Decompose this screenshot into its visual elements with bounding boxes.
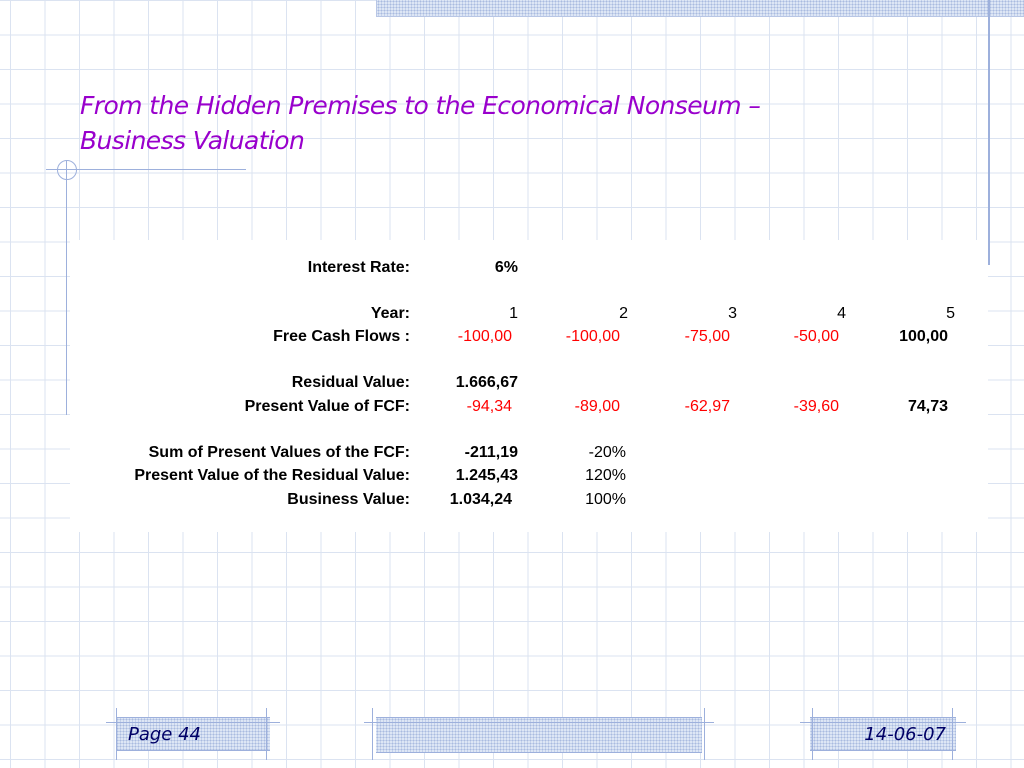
pv-fcf-value-1: -94,34 (466, 398, 512, 415)
slide-title: From the Hidden Premises to the Economic… (80, 88, 840, 158)
business-value-label: Business Value: (287, 491, 410, 508)
title-circle-ornament (57, 160, 77, 180)
sum-pv-fcf-percent: -20% (588, 444, 626, 461)
fcf-value-5: 100,00 (899, 328, 948, 345)
page-number: Page 44 (128, 724, 202, 745)
left-accent-line (66, 160, 67, 415)
year-value-4: 4 (837, 305, 846, 322)
pv-residual-label: Present Value of the Residual Value: (134, 467, 410, 484)
footer-line-right-1 (812, 708, 813, 760)
sum-pv-fcf-value: -211,19 (464, 444, 518, 461)
residual-value-label: Residual Value: (291, 374, 410, 391)
business-value: 1.034,24 (449, 491, 512, 508)
slide-date: 14-06-07 (864, 724, 946, 745)
footer-hline-mid (364, 722, 714, 723)
interest-rate-label: Interest Rate: (307, 259, 410, 276)
pv-fcf-value-2: -89,00 (574, 398, 620, 415)
business-value-percent: 100% (585, 491, 626, 508)
pv-fcf-value-5: 74,73 (907, 398, 948, 415)
year-value-3: 3 (728, 305, 737, 322)
interest-rate-value: 6% (494, 259, 518, 276)
pv-residual-percent: 120% (585, 467, 626, 484)
footer-hline-left (106, 722, 280, 723)
footer-line-left-2 (266, 708, 267, 760)
header-pattern-bar (376, 0, 1024, 17)
fcf-value-4: -50,00 (793, 328, 839, 345)
pv-residual-value: 1.245,43 (455, 467, 518, 484)
footer-center-box (376, 717, 702, 753)
footer-hline-right (800, 722, 966, 723)
valuation-table: Interest Rate: 6% Year: 1 2 3 4 5 Free C… (70, 240, 988, 532)
title-underline (46, 169, 246, 170)
year-value-5: 5 (946, 305, 955, 322)
residual-value: 1.666,67 (455, 374, 518, 391)
footer-line-left-1 (116, 708, 117, 760)
footer-line-right-2 (952, 708, 953, 760)
pv-fcf-value-3: -62,97 (684, 398, 730, 415)
pv-fcf-value-4: -39,60 (793, 398, 839, 415)
fcf-value-1: -100,00 (457, 328, 512, 345)
footer-line-mid-1 (372, 708, 373, 760)
fcf-value-3: -75,00 (684, 328, 730, 345)
year-value-2: 2 (619, 305, 628, 322)
footer-line-mid-2 (704, 708, 705, 760)
pv-fcf-label: Present Value of FCF: (244, 398, 410, 415)
title-line-2: Business Valuation (80, 126, 305, 155)
fcf-value-2: -100,00 (565, 328, 620, 345)
right-accent-line (988, 0, 990, 265)
year-label: Year: (370, 305, 410, 322)
year-value-1: 1 (509, 305, 518, 322)
title-line-1: From the Hidden Premises to the Economic… (80, 91, 761, 120)
fcf-label: Free Cash Flows : (273, 328, 410, 345)
sum-pv-fcf-label: Sum of Present Values of the FCF: (148, 444, 410, 461)
